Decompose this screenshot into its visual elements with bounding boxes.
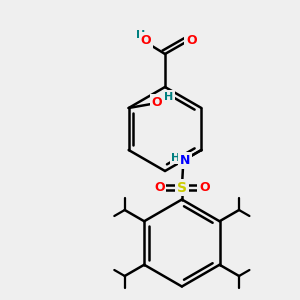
Text: O: O [154, 181, 165, 194]
Text: O: O [141, 34, 152, 47]
Text: O: O [152, 95, 162, 109]
Text: N: N [180, 154, 190, 167]
Text: S: S [177, 181, 187, 194]
Text: O: O [199, 181, 210, 194]
Text: H: H [171, 152, 181, 163]
Text: O: O [186, 34, 197, 47]
Text: H: H [164, 92, 173, 102]
Text: H: H [136, 29, 146, 40]
